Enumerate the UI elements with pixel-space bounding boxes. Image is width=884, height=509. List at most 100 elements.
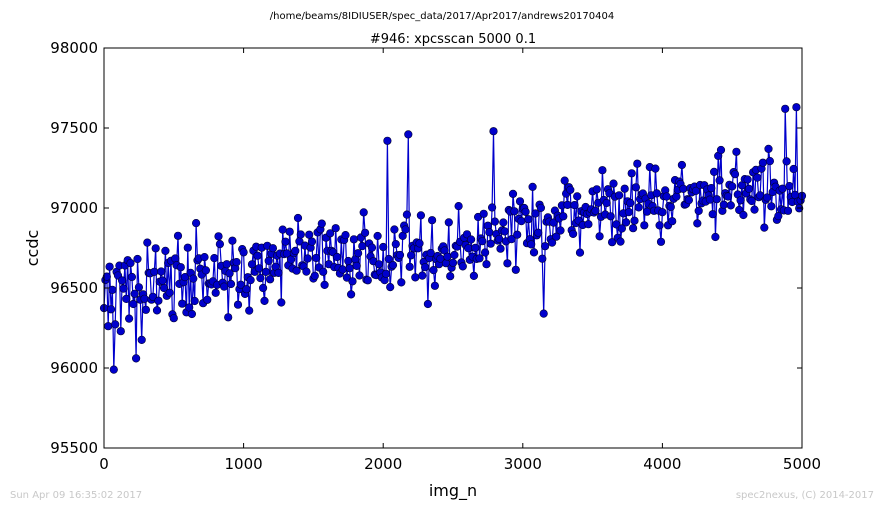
data-point — [556, 226, 565, 235]
data-point — [126, 259, 135, 268]
data-point — [137, 335, 146, 345]
data-point — [499, 218, 508, 227]
data-point — [373, 231, 382, 241]
data-point — [158, 276, 167, 285]
data-point — [320, 280, 329, 290]
data-point — [405, 262, 414, 271]
data-point — [127, 272, 136, 282]
data-point — [536, 203, 546, 212]
data-point — [614, 191, 624, 200]
data-point — [117, 276, 127, 285]
data-point — [331, 224, 340, 233]
data-point — [161, 246, 170, 255]
data-point — [612, 220, 621, 229]
data-point — [655, 221, 664, 230]
data-point — [401, 225, 410, 234]
data-point — [119, 284, 128, 293]
data-point — [634, 203, 643, 212]
data-point — [277, 298, 286, 307]
data-point — [384, 254, 393, 264]
data-point — [620, 184, 629, 193]
data-point — [486, 239, 495, 248]
data-point — [758, 158, 768, 167]
data-point — [326, 229, 335, 238]
data-point — [783, 206, 793, 215]
data-point — [200, 253, 209, 262]
data-point — [278, 225, 287, 234]
x-tick-label: 4000 — [643, 455, 681, 473]
data-point — [171, 254, 180, 263]
data-point — [390, 225, 399, 234]
data-point — [444, 218, 453, 227]
data-point — [559, 212, 568, 221]
chart-title: #946: xpcsscan 5000 0.1 — [370, 32, 536, 47]
data-point — [154, 296, 163, 305]
data-point — [254, 264, 264, 273]
data-point — [226, 279, 236, 289]
data-point — [510, 207, 519, 216]
data-point — [344, 256, 353, 266]
data-point — [467, 235, 476, 244]
data-point — [233, 300, 243, 309]
data-point — [416, 211, 426, 220]
data-point — [359, 208, 368, 217]
data-point — [693, 219, 702, 228]
data-point — [479, 209, 488, 218]
y-tick-label: 97500 — [50, 119, 98, 137]
data-point — [132, 354, 141, 363]
data-point — [367, 243, 377, 252]
data-point — [471, 243, 480, 252]
data-point — [628, 224, 638, 233]
data-point — [358, 242, 367, 251]
data-point — [349, 235, 359, 244]
data-point — [475, 254, 484, 263]
data-point — [575, 248, 585, 257]
data-point — [443, 252, 452, 261]
data-point — [672, 192, 681, 201]
data-point — [224, 313, 233, 322]
data-point — [203, 295, 212, 304]
data-point — [266, 275, 275, 284]
data-point — [626, 198, 635, 208]
data-point — [268, 244, 278, 253]
data-point — [511, 265, 520, 274]
data-point — [563, 200, 572, 209]
data-point — [707, 184, 716, 193]
data-point — [785, 182, 794, 191]
data-point — [130, 289, 139, 298]
data-point — [549, 218, 558, 227]
data-point — [307, 237, 317, 246]
x-tick-label: 1000 — [225, 455, 263, 473]
data-point — [705, 195, 715, 204]
data-point — [421, 263, 430, 272]
data-point — [141, 305, 150, 314]
data-point — [143, 238, 152, 247]
data-point — [274, 268, 283, 278]
data-point — [651, 164, 660, 173]
data-point — [595, 232, 604, 241]
data-point — [225, 269, 234, 278]
data-point — [500, 227, 509, 236]
data-point — [303, 254, 312, 263]
data-point — [482, 260, 491, 269]
data-point — [711, 232, 720, 242]
data-point — [430, 281, 440, 290]
data-point — [305, 230, 314, 239]
data-point — [712, 195, 721, 204]
data-point — [662, 192, 671, 201]
data-point — [183, 243, 192, 252]
data-point — [361, 228, 370, 237]
data-point — [189, 274, 198, 283]
data-point — [281, 237, 290, 246]
data-point — [508, 189, 518, 198]
data-point — [568, 229, 578, 238]
data-point — [404, 130, 413, 139]
data-point — [133, 254, 142, 264]
data-point — [668, 217, 677, 226]
data-point — [490, 217, 500, 226]
data-point — [540, 242, 550, 251]
data-point — [210, 254, 219, 263]
data-point — [169, 314, 178, 323]
data-point — [691, 186, 701, 195]
